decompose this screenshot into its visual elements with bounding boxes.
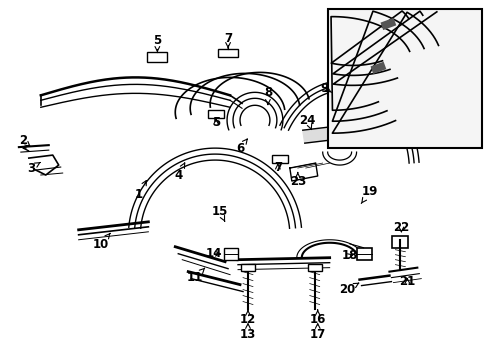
Bar: [356, 248, 371, 260]
Text: 11: 11: [187, 268, 204, 284]
Text: 18: 18: [341, 249, 357, 262]
Bar: [271, 155, 287, 163]
Bar: [147, 53, 167, 62]
Bar: [392, 236, 407, 248]
Text: 17: 17: [309, 324, 325, 341]
Bar: [224, 248, 238, 260]
Text: 9: 9: [320, 82, 331, 95]
Text: 19: 19: [361, 185, 377, 203]
Text: 22: 22: [392, 221, 408, 234]
Bar: [241, 264, 254, 271]
Bar: [327, 9, 481, 148]
Text: 6: 6: [235, 139, 247, 155]
Bar: [370, 62, 386, 74]
Text: 8: 8: [263, 86, 271, 105]
Text: 13: 13: [240, 324, 256, 341]
Polygon shape: [289, 163, 317, 181]
Text: 12: 12: [240, 310, 256, 326]
Polygon shape: [302, 127, 329, 143]
Bar: [380, 18, 395, 30]
Bar: [218, 49, 238, 58]
Text: 15: 15: [211, 205, 228, 221]
Text: 10: 10: [92, 233, 110, 251]
Bar: [307, 264, 321, 271]
Text: 7: 7: [273, 161, 282, 174]
Text: 5: 5: [212, 116, 220, 129]
Bar: [208, 110, 224, 118]
Text: 20: 20: [339, 283, 358, 296]
Text: 16: 16: [309, 310, 325, 326]
Text: 21: 21: [398, 275, 415, 288]
Text: 23: 23: [289, 173, 305, 189]
Text: 7: 7: [224, 32, 232, 48]
Text: 2: 2: [19, 134, 30, 147]
Text: 3: 3: [27, 162, 40, 175]
Text: 4: 4: [174, 163, 184, 181]
Text: 5: 5: [153, 34, 161, 51]
Text: 24: 24: [299, 114, 315, 130]
Text: 14: 14: [205, 247, 222, 260]
Text: 1: 1: [134, 180, 146, 202]
